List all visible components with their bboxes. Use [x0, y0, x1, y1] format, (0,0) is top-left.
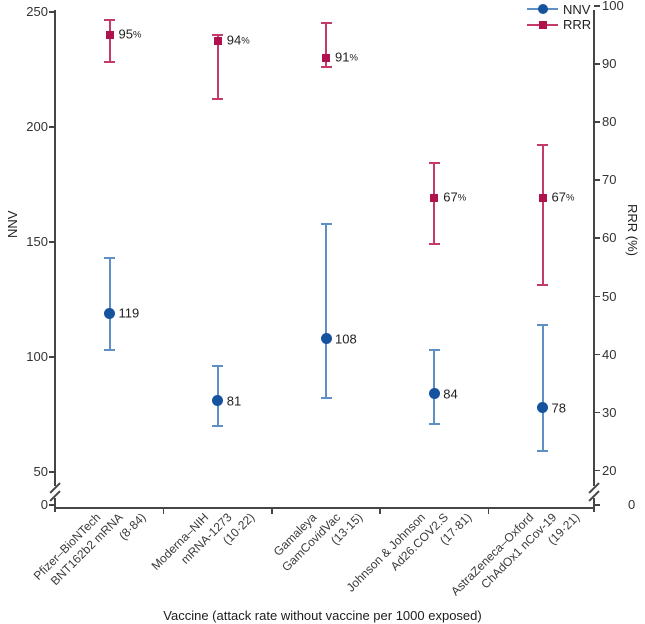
rrr-error-bar	[541, 145, 544, 285]
nnv-error-bar	[108, 258, 111, 351]
nnv-point-marker	[537, 402, 548, 414]
right-axis-tick	[594, 63, 600, 65]
right-axis-tick	[594, 237, 600, 239]
rrr-point-marker	[322, 54, 330, 63]
nnv-error-cap	[320, 397, 332, 400]
left-y-axis	[54, 10, 56, 512]
nnv-error-bar	[325, 223, 327, 399]
left-axis-tick	[49, 471, 55, 473]
left-axis-tick-label: 250	[26, 4, 48, 19]
rrr-error-cap	[428, 243, 440, 246]
x-axis-tick	[487, 508, 490, 514]
nnv-error-cap	[428, 422, 440, 425]
nnv-point-label: 84	[443, 386, 458, 402]
rrr-error-bar	[216, 35, 219, 99]
nnv-error-cap	[428, 349, 440, 352]
rrr-point-label: 67%	[443, 189, 467, 205]
right-axis-tick	[594, 179, 600, 181]
nnv-point-label: 78	[551, 400, 566, 416]
nnv-point-marker	[428, 388, 440, 400]
x-axis-tick	[379, 508, 381, 514]
right-axis-tick-label: 90	[602, 56, 617, 72]
left-axis-tick	[49, 126, 55, 128]
right-axis-tick-label: 80	[602, 114, 617, 130]
right-axis-tick-label: 60	[602, 230, 617, 246]
nnv-error-cap	[537, 450, 548, 453]
x-axis-title: Vaccine (attack rate without vaccine per…	[163, 608, 482, 623]
legend-rrr-label: RRR	[563, 17, 592, 32]
right-axis-tick	[594, 121, 600, 123]
rrr-error-bar	[433, 162, 436, 245]
right-axis-tick-label: 30	[602, 404, 617, 420]
left-axis-tick-label: 100	[26, 349, 48, 364]
nnv-point-label: 81	[226, 393, 242, 409]
left-axis-tick-label: 0	[40, 497, 48, 512]
rrr-error-cap	[320, 66, 332, 68]
nnv-error-cap	[212, 425, 224, 427]
nnv-error-cap	[104, 257, 115, 260]
nnv-error-cap	[104, 349, 115, 352]
nnv-error-cap	[320, 222, 332, 225]
left-axis-tick-label: 200	[26, 119, 48, 134]
right-axis-tick-label: 70	[602, 172, 617, 188]
nnv-error-bar	[541, 324, 544, 452]
right-axis-tick	[594, 504, 600, 506]
right-axis-tick-label: 100	[602, 0, 624, 13]
left-axis-title: NNV	[5, 210, 20, 238]
nnv-error-cap	[212, 365, 224, 368]
nnv-error-bar	[433, 350, 436, 424]
axis-break-gap	[50, 486, 59, 498]
rrr-error-cap	[537, 144, 548, 147]
nnv-point-marker	[212, 395, 224, 407]
rrr-error-cap	[104, 18, 115, 21]
left-axis-tick	[49, 356, 55, 358]
rrr-error-cap	[428, 161, 440, 164]
rrr-point-marker	[430, 193, 439, 202]
rrr-error-cap	[537, 283, 548, 286]
nnv-point-label: 108	[335, 331, 357, 347]
rrr-point-label: 95%	[118, 26, 142, 42]
nnv-point-label: 119	[118, 305, 140, 321]
axis-break-gap	[589, 486, 598, 498]
rrr-error-cap	[104, 61, 115, 64]
right-axis-tick-label: 0	[628, 497, 636, 512]
right-axis-title: RRR (%)	[625, 204, 640, 256]
x-axis-tick	[271, 508, 273, 514]
rrr-point-label: 67%	[551, 189, 575, 205]
right-axis-tick	[594, 353, 600, 356]
nnv-point-marker	[320, 333, 332, 345]
rrr-error-cap	[320, 22, 332, 25]
rrr-point-marker	[213, 36, 222, 45]
rrr-error-bar	[108, 19, 111, 63]
left-axis-tick	[49, 11, 55, 13]
legend-rrr-marker	[538, 20, 547, 29]
left-axis-tick	[49, 241, 55, 243]
x-axis-tick	[162, 508, 165, 514]
right-axis-tick-label: 40	[602, 346, 617, 362]
right-axis-tick-label: 20	[602, 462, 617, 478]
rrr-error-bar	[325, 23, 327, 67]
legend-nnv-marker	[537, 4, 548, 14]
left-axis-tick	[49, 504, 55, 506]
rrr-error-cap	[212, 34, 224, 37]
right-axis-tick	[594, 469, 600, 472]
right-axis-tick	[594, 411, 600, 414]
right-axis-tick-label: 50	[602, 288, 617, 304]
legend-nnv-label: NNV	[563, 1, 591, 17]
right-axis-tick	[594, 295, 600, 298]
rrr-point-marker	[538, 193, 547, 202]
left-axis-tick-label: 150	[26, 234, 48, 249]
nnv-error-cap	[537, 323, 548, 326]
rrr-point-label: 91%	[335, 49, 358, 65]
rrr-point-marker	[105, 31, 114, 40]
x-axis	[54, 507, 595, 509]
left-axis-tick-label: 50	[33, 464, 48, 479]
right-axis-tick	[594, 5, 600, 7]
rrr-point-label: 94%	[226, 32, 250, 48]
nnv-point-marker	[104, 307, 115, 319]
right-y-axis	[593, 10, 595, 512]
rrr-error-cap	[212, 97, 224, 100]
